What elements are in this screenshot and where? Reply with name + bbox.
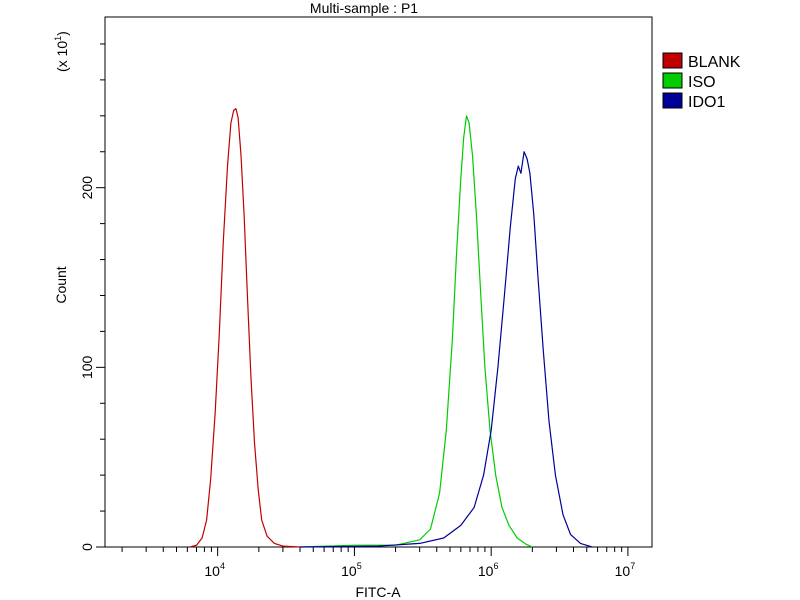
series-line-ido1 <box>299 151 593 548</box>
x-axis-label: FITC-A <box>355 584 401 600</box>
plot-area: 0 100 200 104 105 106 107 <box>79 16 653 579</box>
legend-swatch-iso <box>662 72 683 89</box>
legend-label-ido1: IDO1 <box>688 94 725 111</box>
legend: BLANK ISO IDO1 <box>662 52 741 111</box>
x-tick-label: 105 <box>341 561 362 579</box>
legend-swatch-blank <box>662 52 683 69</box>
x-tick-label: 107 <box>615 561 636 579</box>
legend-swatch-ido1 <box>662 92 683 109</box>
chart-title: Multi-sample : P1 <box>310 0 418 16</box>
y-axis-multiplier: (x 101) <box>53 31 70 72</box>
legend-label-blank: BLANK <box>688 54 741 71</box>
legend-label-iso: ISO <box>688 74 716 91</box>
y-axis-label: Count <box>53 266 69 303</box>
x-tick-label: 104 <box>204 561 225 579</box>
y-tick-label: 200 <box>79 176 95 200</box>
y-tick-label: 100 <box>79 355 95 379</box>
series-line-iso <box>299 115 533 548</box>
plot-frame <box>104 16 653 548</box>
x-tick-label: 106 <box>478 561 499 579</box>
y-tick-label: 0 <box>79 543 95 551</box>
series-line-blank <box>190 107 301 548</box>
